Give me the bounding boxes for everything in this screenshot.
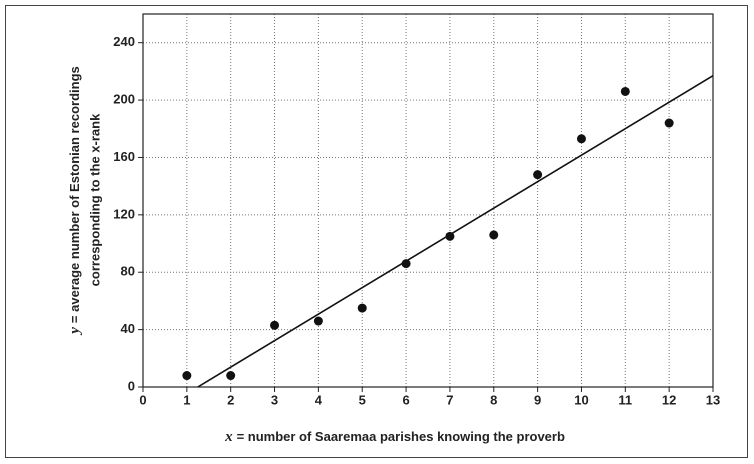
point <box>489 230 499 240</box>
plot-area <box>142 13 714 388</box>
point <box>357 303 367 313</box>
point <box>533 170 543 180</box>
x-tick-label: 5 <box>359 392 366 407</box>
point <box>401 259 411 269</box>
x-tick-label: 11 <box>618 392 632 407</box>
y-axis-label-line: y = average number of Estonian recordings <box>67 66 83 336</box>
x-tick-label: 1 <box>183 392 190 407</box>
x-tick-label: 8 <box>490 392 497 407</box>
x-tick-label: 7 <box>446 392 453 407</box>
x-tick-label: 10 <box>574 392 588 407</box>
x-tick-label: 3 <box>271 392 278 407</box>
y-axis-label-line: corresponding to the x-rank <box>87 113 102 286</box>
x-tick-label: 9 <box>534 392 541 407</box>
point <box>620 86 630 96</box>
point <box>182 371 192 381</box>
y-tick-label: 160 <box>113 149 135 164</box>
point <box>664 118 674 128</box>
y-tick-label: 0 <box>128 378 135 393</box>
x-tick-label: 13 <box>706 392 720 407</box>
point <box>313 316 323 326</box>
point <box>445 231 455 241</box>
x-tick-label: 6 <box>402 392 409 407</box>
point <box>576 134 586 144</box>
x-axis-label: x = number of Saaremaa parishes knowing t… <box>224 429 565 445</box>
y-label-text: = average number of Estonian recordings <box>67 66 82 323</box>
x-tick-label: 12 <box>662 392 676 407</box>
y-tick-label: 80 <box>121 264 135 279</box>
y-tick-label: 200 <box>113 92 135 107</box>
y-tick-label: 120 <box>113 206 135 221</box>
x-tick-label: 2 <box>227 392 234 407</box>
x-tick-label: 4 <box>315 392 323 407</box>
x-var: x <box>224 429 233 445</box>
x-label-text: = number of Saaremaa parishes knowing th… <box>237 429 565 444</box>
x-tick-label: 0 <box>139 392 146 407</box>
y-tick-label: 40 <box>121 321 135 336</box>
point <box>270 320 280 330</box>
y-var: y <box>67 327 83 336</box>
y-tick-label: 240 <box>113 34 135 49</box>
point <box>226 371 236 381</box>
trend-line <box>197 75 714 388</box>
y-axis-label: y = average number of Estonian recordings… <box>67 66 102 336</box>
frame <box>5 5 748 458</box>
